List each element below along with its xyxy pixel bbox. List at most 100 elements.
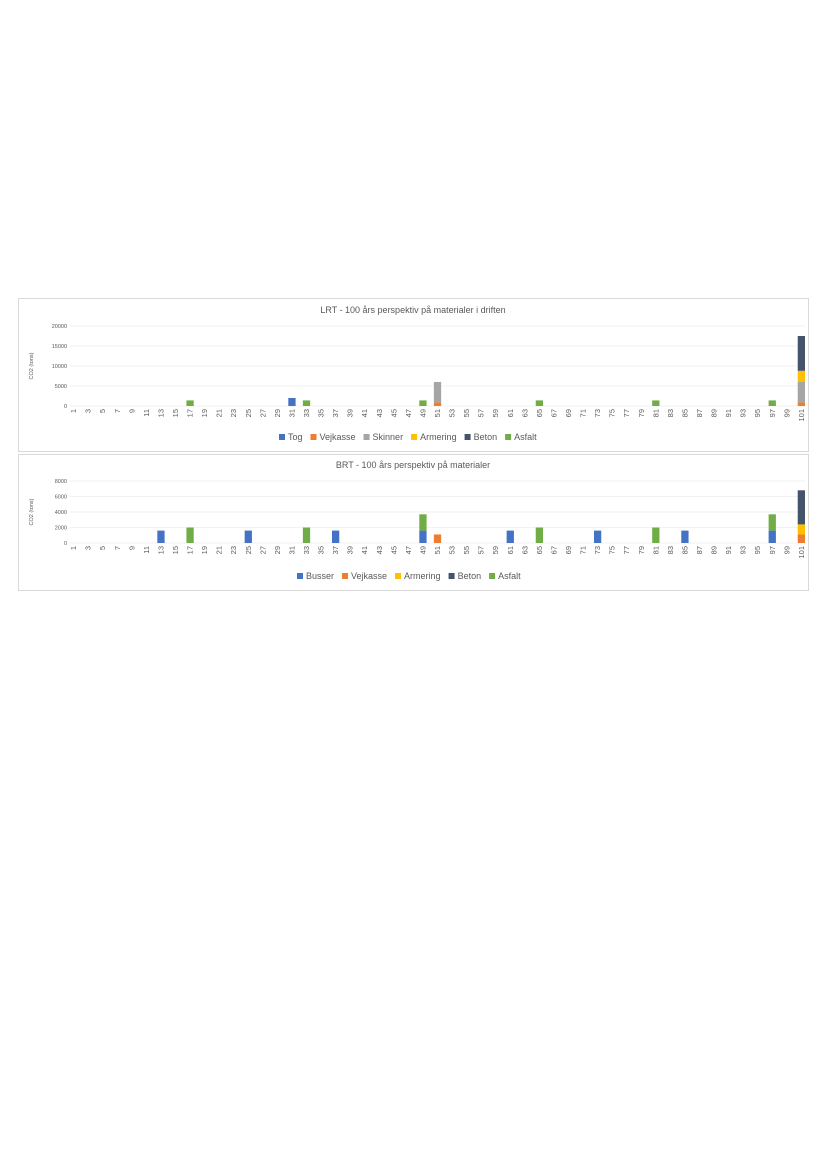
lrt-x-tick-label: 55 — [462, 409, 471, 417]
lrt-x-tick-label: 51 — [433, 409, 442, 417]
brt-x-tick-label: 51 — [433, 546, 442, 554]
lrt-x-tick-label: 63 — [520, 409, 529, 417]
brt-x-tick-label: 27 — [258, 546, 267, 554]
brt-y-tick-label: 0 — [64, 541, 67, 547]
lrt-x-tick-label: 87 — [695, 409, 704, 417]
lrt-x-tick-label: 29 — [273, 409, 282, 417]
lrt-x-tick-label: 39 — [346, 409, 355, 417]
lrt-x-tick-label: 99 — [782, 409, 791, 417]
brt-x-tick-label: 1 — [69, 546, 78, 550]
brt-x-tick-label: 99 — [782, 546, 791, 554]
lrt-x-tick-label: 13 — [156, 409, 165, 417]
brt-bar-vejkasse-51 — [433, 534, 442, 543]
lrt-x-tick-label: 89 — [710, 409, 719, 417]
brt-bar-asfalt-17 — [186, 527, 194, 543]
lrt-bar-asfalt-97 — [768, 400, 776, 406]
lrt-legend-swatch-vejkasse — [310, 434, 317, 440]
brt-x-tick-label: 43 — [375, 546, 384, 554]
lrt-legend-beton: Beton — [464, 432, 498, 442]
lrt-x-tick-label: 95 — [753, 409, 762, 417]
lrt-legend-swatch-armering — [411, 434, 418, 440]
lrt-x-tick-label: 35 — [317, 409, 326, 417]
brt-legend-swatch-beton — [448, 573, 455, 579]
brt-bar-asfalt-49 — [419, 514, 427, 531]
brt-x-tick-label: 7 — [113, 546, 122, 550]
lrt-legend-label-asfalt: Asfalt — [514, 432, 537, 442]
lrt-bar-vejkasse-51 — [433, 402, 442, 406]
lrt-x-tick-label: 97 — [768, 409, 777, 417]
brt-x-tick-label: 59 — [491, 546, 500, 554]
lrt-legend-swatch-asfalt — [505, 434, 512, 440]
brt-legend-swatch-busser — [297, 573, 303, 579]
lrt-x-tick-label: 81 — [651, 409, 660, 417]
lrt-x-tick-label: 83 — [666, 409, 675, 417]
brt-legend-vejkasse: Vejkasse — [342, 571, 387, 581]
lrt-legend-swatch-beton — [464, 434, 471, 440]
brt-x-tick-label: 93 — [739, 546, 748, 554]
brt-x-tick-label: 69 — [564, 546, 573, 554]
brt-x-tick-label: 81 — [651, 546, 660, 554]
brt-x-tick-label: 35 — [317, 546, 326, 554]
brt-x-tick-label: 57 — [477, 546, 486, 554]
brt-chart: BRT - 100 års perspektiv på materialer CO… — [29, 460, 806, 581]
lrt-x-tick-label: 91 — [724, 409, 733, 417]
brt-chart-panel: BRT - 100 års perspektiv på materialer CO… — [18, 454, 809, 591]
brt-x-tick-label: 21 — [215, 546, 224, 554]
brt-x-tick-label: 95 — [753, 546, 762, 554]
brt-x-tick-label: 29 — [273, 546, 282, 554]
brt-bar-asfalt-81 — [652, 527, 660, 543]
brt-x-tick-label: 39 — [346, 546, 355, 554]
brt-x-tick-label: 97 — [768, 546, 777, 554]
brt-legend-label-busser: Busser — [306, 571, 334, 581]
brt-x-tick-label: 13 — [156, 546, 165, 554]
brt-legend-label-asfalt: Asfalt — [498, 571, 521, 581]
lrt-legend-label-armering: Armering — [420, 432, 457, 442]
brt-bar-asfalt-65 — [535, 527, 544, 543]
brt-x-tick-label: 11 — [142, 546, 151, 554]
lrt-legend-asfalt: Asfalt — [505, 432, 537, 442]
brt-x-tick-label: 77 — [622, 546, 631, 554]
lrt-x-tick-label: 5 — [98, 409, 107, 413]
lrt-x-tick-label: 71 — [579, 409, 588, 417]
brt-legend-label-vejkasse: Vejkasse — [351, 571, 387, 581]
lrt-x-tick-label: 9 — [127, 409, 136, 413]
lrt-x-tick-label: 61 — [506, 409, 515, 417]
lrt-x-tick-label: 23 — [229, 409, 238, 417]
lrt-y-tick-label: 15000 — [52, 344, 67, 350]
lrt-x-tick-label: 77 — [622, 409, 631, 417]
brt-y-tick-label: 4000 — [55, 510, 67, 516]
lrt-chart-title: LRT - 100 års perspektiv på materialer i… — [320, 305, 505, 315]
lrt-x-tick-label: 73 — [593, 409, 602, 417]
brt-x-tick-label: 85 — [680, 546, 689, 554]
brt-x-tick-label: 91 — [724, 546, 733, 554]
brt-x-tick-label: 47 — [404, 546, 413, 554]
brt-bar-busser-37 — [331, 530, 340, 543]
lrt-legend-swatch-skinner — [363, 434, 370, 440]
lrt-x-tick-label: 49 — [418, 409, 427, 417]
lrt-chart: LRT - 100 års perspektiv på materialer i… — [29, 305, 806, 442]
brt-bar-busser-73 — [593, 530, 602, 543]
brt-x-tick-label: 31 — [287, 546, 296, 554]
lrt-legend-label-beton: Beton — [474, 432, 498, 442]
lrt-x-tick-label: 41 — [360, 409, 369, 417]
brt-x-tick-label: 17 — [186, 546, 195, 554]
brt-bar-busser-85 — [681, 530, 689, 543]
lrt-x-tick-label: 79 — [637, 409, 646, 417]
brt-y-axis-label: CO2 (tons) — [29, 498, 35, 525]
lrt-x-tick-label: 17 — [186, 409, 195, 417]
lrt-x-tick-label: 15 — [171, 409, 180, 417]
lrt-x-tick-label: 25 — [244, 409, 253, 417]
lrt-x-tick-label: 27 — [258, 409, 267, 417]
lrt-legend-label-tog: Tog — [288, 432, 303, 442]
brt-bar-vejkasse-101 — [797, 534, 805, 543]
brt-x-tick-label: 61 — [506, 546, 515, 554]
lrt-bar-beton-101 — [797, 336, 805, 371]
brt-y-tick-label: 8000 — [55, 479, 67, 485]
brt-legend-beton: Beton — [448, 571, 481, 581]
brt-x-tick-label: 101 — [797, 546, 806, 559]
lrt-y-tick-label: 0 — [64, 404, 67, 410]
brt-chart-title: BRT - 100 års perspektiv på materialer — [336, 460, 490, 470]
brt-x-tick-label: 37 — [331, 546, 340, 554]
brt-x-tick-label: 75 — [608, 546, 617, 554]
lrt-x-tick-label: 67 — [549, 409, 558, 417]
